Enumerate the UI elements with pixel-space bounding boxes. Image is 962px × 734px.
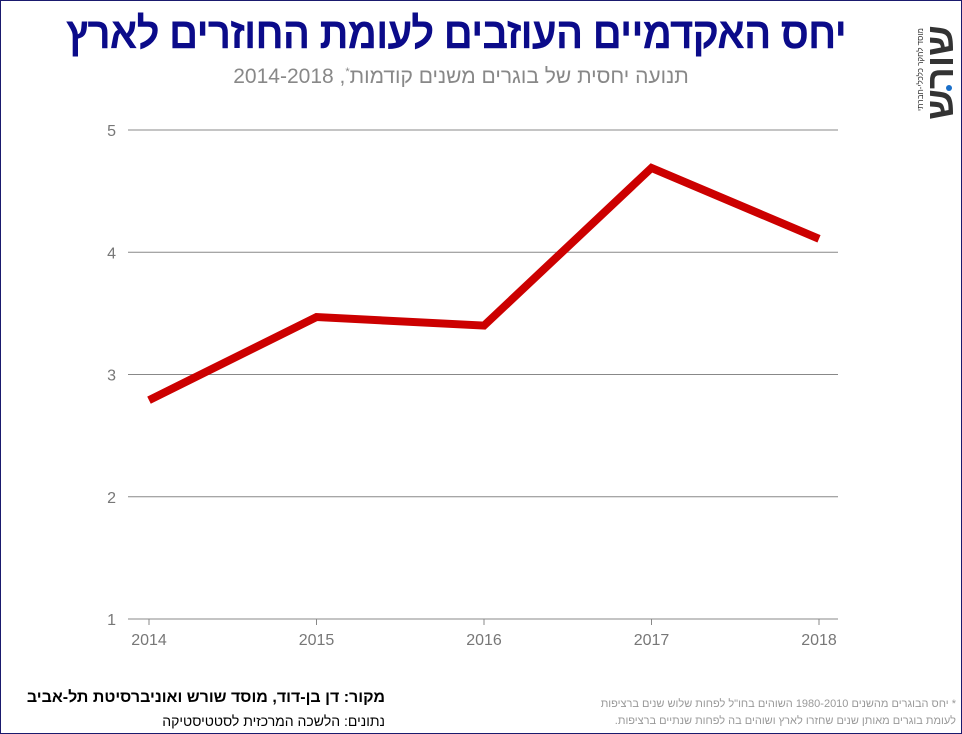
shoresh-logo: שורש מוסד לחקר כלכלי-חברתי (915, 15, 961, 123)
x-tick-label: 2017 (634, 632, 670, 649)
x-tick-label: 2014 (131, 632, 167, 649)
y-tick-label: 1 (107, 612, 116, 629)
line-chart: 1 2 3 4 5 2014 2015 2016 2017 2018 (107, 123, 838, 649)
data-source: נתונים: הלשכה המרכזית לסטטיסטיקה (162, 713, 385, 729)
y-tick-label: 3 (107, 368, 116, 385)
x-tick-label: 2018 (801, 632, 837, 649)
x-tick-label: 2016 (466, 632, 502, 649)
footnote-line-1: * יחס הבוגרים מהשנים 1980-2010 השוהים בח… (600, 698, 956, 710)
chart-title: יחס האקדמיים העוזבים לעומת החוזרים לארץ (66, 9, 847, 58)
subtitle-footnote-mark: * (345, 66, 350, 78)
x-tick-label: 2015 (299, 632, 335, 649)
footnote-line-2: לעומת בוגרים מאותן שנים שחזרו לארץ ושוהי… (614, 715, 956, 727)
logo-dot (946, 85, 952, 91)
y-tick-label: 4 (107, 245, 116, 262)
data-line (147, 163, 821, 404)
y-tick-label: 5 (107, 123, 116, 140)
subtitle-years: , 2014-2018 (233, 65, 346, 88)
source-credit: מקור: דן בן-דוד, מוסד שורש ואוניברסיטת ת… (26, 689, 385, 706)
chart-subtitle: תנועה יחסית של בוגרים משנים קודמות*, 201… (1, 65, 921, 89)
subtitle-text: תנועה יחסית של בוגרים משנים קודמות (349, 65, 689, 88)
y-tick-label: 2 (107, 490, 116, 507)
